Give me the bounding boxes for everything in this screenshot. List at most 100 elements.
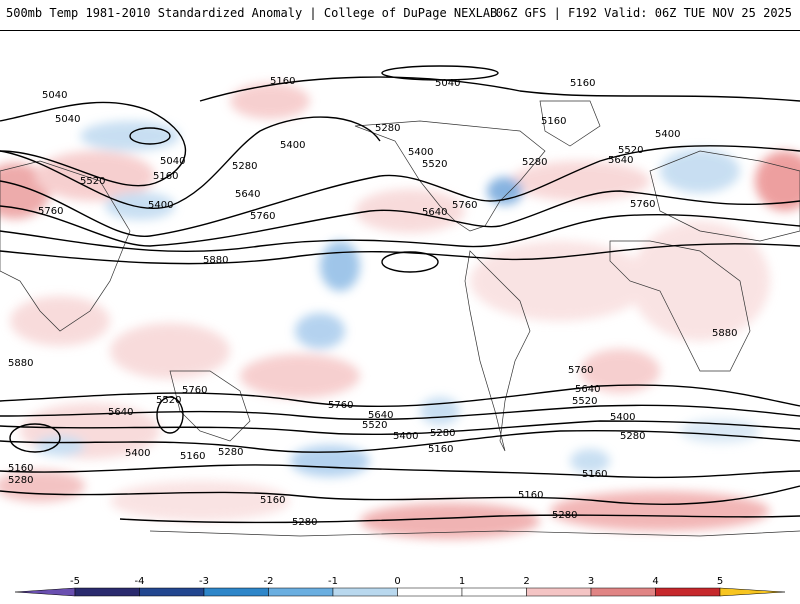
colorbar-extend-high: [719, 587, 786, 597]
warm-anomaly: [580, 349, 660, 393]
colorbar-segment: [461, 587, 527, 597]
warm-anomaly: [240, 354, 360, 398]
warm-anomaly: [110, 323, 230, 379]
cold-anomaly: [290, 445, 370, 477]
contour-label: 5640: [108, 407, 133, 418]
contour-label: 5280: [8, 475, 33, 486]
contour-label: 5760: [568, 365, 593, 376]
colorbar-tick-label: 0: [394, 576, 400, 587]
contour-label: 5040: [42, 90, 67, 101]
colorbar-tick-label: -3: [199, 576, 209, 587]
antarctica-coast: [149, 530, 800, 537]
cold-anomaly: [487, 177, 523, 205]
colorbar-tick-label: -1: [328, 576, 338, 587]
contour-label: 5760: [38, 206, 63, 217]
warm-anomaly: [355, 189, 465, 233]
warm-anomaly: [755, 151, 800, 211]
colorbar-extend-low: [14, 587, 76, 597]
colorbar-segment: [397, 587, 463, 597]
contour-label: 5640: [575, 384, 600, 395]
run-valid-time: 06Z GFS | F192 Valid: 06Z TUE NOV 25 202…: [495, 6, 792, 20]
colorbar-tick-label: 1: [459, 576, 465, 587]
cold-anomaly: [660, 149, 740, 193]
colorbar-tick-label: 3: [588, 576, 594, 587]
contour-label: 5400: [610, 412, 635, 423]
warm-anomaly: [630, 221, 770, 341]
contour-label: 5760: [182, 385, 207, 396]
colorbar-segment: [590, 587, 656, 597]
north-america-coast: [354, 120, 546, 232]
contour-label: 5520: [618, 145, 643, 156]
colorbar-segment: [268, 587, 334, 597]
cold-anomaly: [320, 241, 360, 291]
map-header: 500mb Temp 1981-2010 Standardized Anomal…: [0, 0, 800, 30]
colorbar-tick-label: 2: [523, 576, 529, 587]
colorbar-tick-label: 5: [717, 576, 723, 587]
contour-label: 5400: [280, 140, 305, 151]
warm-anomaly: [10, 296, 110, 346]
contour-label: 5520: [156, 395, 181, 406]
contour-label: 5160: [153, 171, 178, 182]
contour-label: 5400: [148, 200, 173, 211]
contour-label: 5760: [452, 200, 477, 211]
contour-label: 5280: [620, 431, 645, 442]
colorbar-tick-label: -2: [264, 576, 274, 587]
colorbar-segment: [655, 587, 721, 597]
europe-coast: [649, 150, 800, 242]
contour-label: 5280: [522, 157, 547, 168]
contour-label: 5160: [8, 463, 33, 474]
contour-label: 5280: [430, 428, 455, 439]
greenland-coast: [539, 100, 601, 147]
colorbar-segment: [203, 587, 269, 597]
contour-label: 5520: [422, 159, 447, 170]
anomaly-colorbar: -5 -4 -3 -2 -1 0 1 2 3 4 5: [0, 568, 800, 600]
cold-anomaly: [570, 449, 610, 473]
cold-anomaly: [35, 436, 85, 456]
contour-label: 5280: [292, 517, 317, 528]
coastlines: [0, 100, 800, 537]
contour-label: 5160: [570, 78, 595, 89]
warm-anomaly: [230, 83, 310, 119]
contour-label: 5280: [552, 510, 577, 521]
colorbar-tick-label: -4: [135, 576, 145, 587]
contour-label: 5400: [408, 147, 433, 158]
contour-label: 5040: [55, 114, 80, 125]
contour-label: 5160: [428, 444, 453, 455]
africa-coast: [609, 240, 751, 372]
colorbar-tick-label: -5: [70, 576, 80, 587]
contour-label: 5160: [260, 495, 285, 506]
contour-label: 5640: [608, 155, 633, 166]
contour-label: 5040: [160, 156, 185, 167]
contour-label: 5640: [368, 410, 393, 421]
contour-label: 5400: [125, 448, 150, 459]
colorbar-segment: [74, 587, 140, 597]
contour-label: 5160: [270, 76, 295, 87]
map-title: 500mb Temp 1981-2010 Standardized Anomal…: [6, 6, 498, 20]
colorbar-tick-label: 4: [652, 576, 658, 587]
contour-label: 5280: [218, 447, 243, 458]
colorbar-svg: -5 -4 -3 -2 -1 0 1 2 3 4 5: [14, 576, 786, 597]
contour-label: 5880: [203, 255, 228, 266]
height-contours: [0, 65, 800, 524]
contour-label: 5160: [180, 451, 205, 462]
warm-anomaly: [470, 241, 650, 321]
contour-label: 5760: [328, 400, 353, 411]
contour-label: 5880: [712, 328, 737, 339]
contour-label: 5640: [235, 189, 260, 200]
contour-labels: 5040 5040 5160 5040 5160 5400 5280 5040 …: [8, 76, 737, 528]
cold-anomaly: [295, 313, 345, 349]
contour-label: 5400: [393, 431, 418, 442]
warm-anomaly: [110, 481, 290, 521]
contour-label: 5280: [232, 161, 257, 172]
contour-label: 5160: [541, 116, 566, 127]
world-map: 5040 5040 5160 5040 5160 5400 5280 5040 …: [0, 30, 800, 559]
contour-label: 5160: [582, 469, 607, 480]
contour-label: 5640: [422, 207, 447, 218]
cold-anomaly: [420, 397, 460, 425]
colorbar-ticks: -5 -4 -3 -2 -1 0 1 2 3 4 5: [70, 576, 723, 587]
contour-label: 5400: [655, 129, 680, 140]
south-america-coast: [464, 250, 531, 452]
colorbar-segment: [526, 587, 592, 597]
warm-anomaly: [360, 503, 540, 539]
map-canvas: 5040 5040 5160 5040 5160 5400 5280 5040 …: [0, 31, 800, 559]
